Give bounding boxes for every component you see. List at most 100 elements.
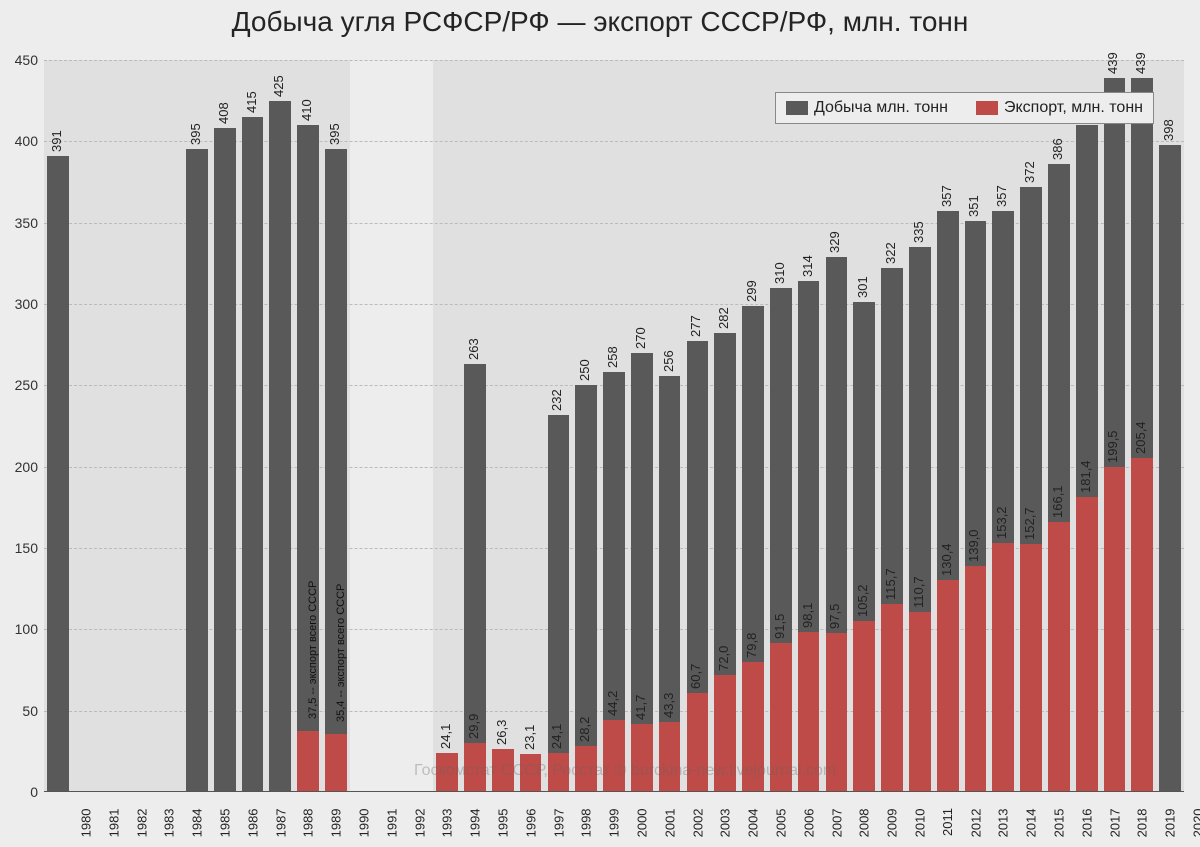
- bar-slot: 31498,1: [798, 60, 820, 792]
- x-tick-label: 2004: [746, 808, 761, 837]
- export-value-label: 60,7: [688, 664, 703, 689]
- export-value-label: 23,1: [522, 725, 537, 750]
- production-value-label: 270: [633, 327, 648, 349]
- production-bar: [1159, 145, 1181, 792]
- export-value-label: 139,0: [966, 529, 981, 562]
- bar-slot: 23,1: [520, 60, 542, 792]
- production-value-label: 299: [744, 280, 759, 302]
- production-value-label: 322: [883, 243, 898, 265]
- bar-slot: 26,3: [492, 60, 514, 792]
- bar-slot: 395 35,4 -- экспорт всего СССР: [325, 60, 347, 792]
- x-tick-label: 1990: [356, 808, 371, 837]
- production-value-label: 357: [994, 186, 1009, 208]
- bar-slot: 322115,7: [881, 60, 903, 792]
- bar-slot: [353, 60, 375, 792]
- bar-slot: 391: [47, 60, 69, 792]
- export-value-label: 166,1: [1050, 485, 1065, 518]
- bar-slot: 41037,5 -- экспорт всего СССР: [297, 60, 319, 792]
- x-tick-label: 2011: [940, 808, 955, 836]
- bar-slot: 372152,7: [1020, 60, 1042, 792]
- export-value-label: 181,4: [1078, 460, 1093, 493]
- export-value-label: 26,3: [494, 720, 509, 745]
- bar-slot: 410181,4: [1076, 60, 1098, 792]
- bar-slot: 25643,3: [659, 60, 681, 792]
- x-tick-label: 2020: [1191, 808, 1200, 837]
- x-tick-label: 1984: [190, 808, 205, 837]
- legend-label-export: Экспорт, млн. тонн: [1004, 99, 1143, 116]
- production-value-label: 263: [466, 338, 481, 360]
- export-bar: [631, 724, 653, 792]
- x-tick-label: 1991: [384, 808, 399, 837]
- export-bar: [965, 566, 987, 792]
- bar-slot: [409, 60, 431, 792]
- x-tick-label: 1985: [217, 808, 232, 837]
- production-value-label: 282: [716, 308, 731, 330]
- export-bar: [325, 734, 347, 792]
- chart-title: Добыча угля РСФСР/РФ — экспорт СССР/РФ, …: [0, 6, 1200, 38]
- x-tick-label: 2000: [634, 808, 649, 837]
- x-tick-label: 1995: [495, 808, 510, 837]
- bars-layer: 391 395 408 415 425 41037,5 -- экспорт всего …: [44, 60, 1184, 792]
- bar-slot: 386166,1: [1048, 60, 1070, 792]
- legend-swatch-production: [786, 101, 808, 115]
- bar-slot: 335110,7: [909, 60, 931, 792]
- bar-slot: 263 29,9: [464, 60, 486, 792]
- production-value-label: 335: [911, 221, 926, 243]
- bar-slot: 408: [214, 60, 236, 792]
- x-tick-label: 2017: [1107, 808, 1122, 837]
- export-value-label: 29,9: [466, 714, 481, 739]
- bar-slot: [103, 60, 125, 792]
- x-tick-label: 1998: [579, 808, 594, 837]
- x-tick-label: 1994: [468, 808, 483, 837]
- export-bar: [881, 604, 903, 792]
- export-bar: [603, 720, 625, 792]
- production-value-label: 395: [327, 124, 342, 146]
- legend-label-production: Добыча млн. тонн: [814, 99, 948, 116]
- export-value-label: 72,0: [716, 646, 731, 671]
- production-value-label: 256: [661, 350, 676, 372]
- x-tick-label: 2012: [968, 808, 983, 837]
- bar-slot: 415: [242, 60, 264, 792]
- y-tick-label: 100: [15, 621, 38, 637]
- x-tick-label: 1987: [273, 808, 288, 837]
- production-value-label: 258: [605, 347, 620, 369]
- export-bar: [937, 580, 959, 792]
- production-bar: [214, 128, 236, 792]
- production-value-label: 439: [1105, 52, 1120, 74]
- production-value-label: 357: [939, 186, 954, 208]
- production-value-label: 372: [1022, 161, 1037, 183]
- x-tick-label: 1992: [412, 808, 427, 837]
- legend-item-production: Добыча млн. тонн: [786, 99, 948, 117]
- y-tick-label: 400: [15, 133, 38, 149]
- bar-slot: 23224,1: [548, 60, 570, 792]
- production-value-label: 395: [188, 124, 203, 146]
- x-tick-label: 2019: [1163, 808, 1178, 837]
- y-tick-label: 350: [15, 215, 38, 231]
- bar-slot: [381, 60, 403, 792]
- y-tick-label: 0: [30, 784, 38, 800]
- x-tick-label: 1982: [134, 808, 149, 837]
- production-value-label: 391: [49, 130, 64, 152]
- export-value-label: 24,1: [549, 724, 564, 749]
- y-tick-label: 450: [15, 52, 38, 68]
- export-annotation: 35,4 -- экспорт всего СССР: [335, 584, 347, 722]
- x-tick-label: 2010: [913, 808, 928, 837]
- export-value-label: 91,5: [772, 614, 787, 639]
- bar-slot: 25844,2: [603, 60, 625, 792]
- production-value-label: 425: [271, 75, 286, 97]
- export-bar: [1131, 458, 1153, 792]
- bar-slot: 32997,5: [826, 60, 848, 792]
- bar-slot: 395: [186, 60, 208, 792]
- bar-slot: 310 91,5: [770, 60, 792, 792]
- production-bar: [242, 117, 264, 792]
- legend-swatch-export: [976, 101, 998, 115]
- x-tick-label: 2003: [718, 808, 733, 837]
- x-tick-label: 2001: [662, 808, 677, 837]
- export-value-label: 130,4: [939, 543, 954, 576]
- x-tick-label: 1980: [78, 808, 93, 837]
- bar-slot: 282 72,0: [714, 60, 736, 792]
- production-value-label: 310: [772, 262, 787, 284]
- export-value-label: 24,1: [438, 724, 453, 749]
- legend-item-export: Экспорт, млн. тонн: [976, 99, 1143, 117]
- export-value-label: 199,5: [1105, 431, 1120, 464]
